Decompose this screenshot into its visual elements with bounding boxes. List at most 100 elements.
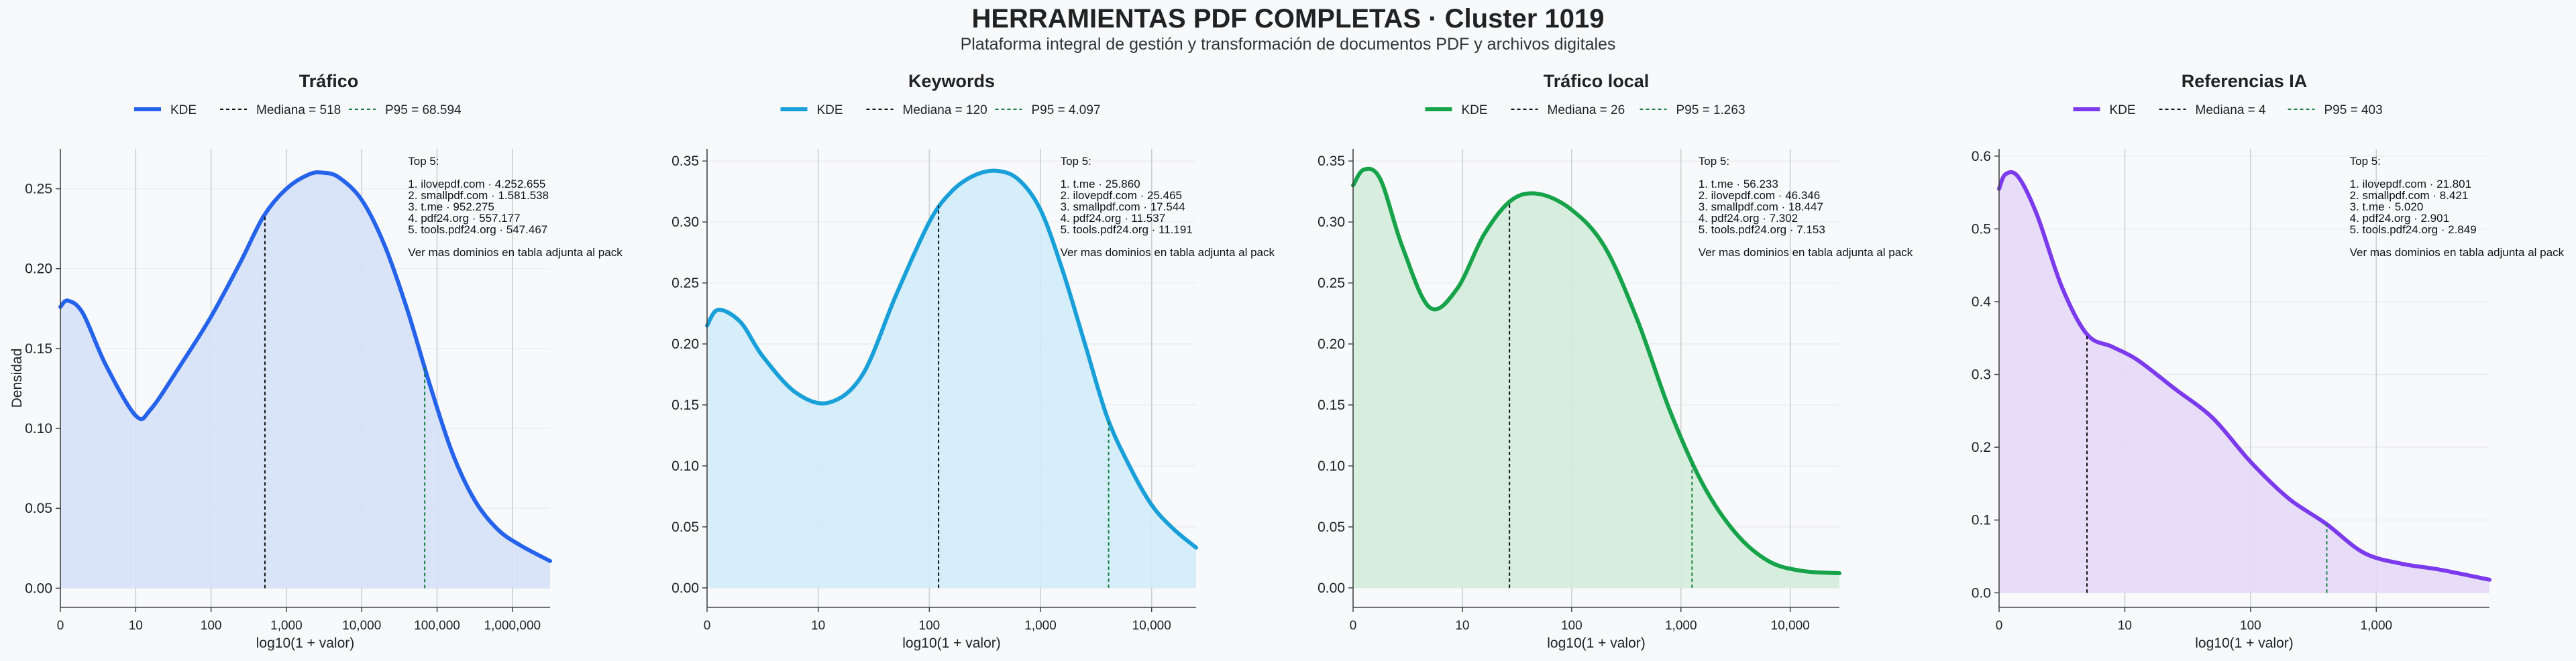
annotation-line: 2. smallpdf.com · 8.421 — [2350, 189, 2469, 202]
annotation-line: Ver mas dominios en tabla adjunta al pac… — [1699, 246, 1913, 259]
kde-area — [1353, 168, 1839, 588]
x-tick-label: 1,000,000 — [484, 619, 541, 633]
x-tick-label: 1,000 — [2361, 619, 2393, 633]
kde-line — [58, 170, 552, 563]
kde-line — [1351, 166, 1841, 576]
annotation-line: 1. t.me · 25.860 — [1061, 178, 1140, 190]
y-tick-label: 0.35 — [672, 154, 699, 169]
x-tick-label: 10 — [2118, 619, 2132, 633]
x-tick-label: 1,000 — [270, 619, 303, 633]
annotation-line: 4. pdf24.org · 557.177 — [408, 212, 520, 225]
y-tick-label: 0.0 — [1972, 585, 1991, 601]
kde-line — [705, 168, 1198, 550]
annotation-line: 5. tools.pdf24.org · 547.467 — [408, 223, 547, 236]
annotation-line: Ver mas dominios en tabla adjunta al pac… — [408, 246, 623, 259]
annotation-line: 1. ilovepdf.com · 21.801 — [2350, 178, 2471, 190]
y-tick-label: 0.4 — [1972, 294, 1992, 310]
chart-panel-trafico: Tráfico KDE Mediana = 518 P95 = 68.594 0.00 0… — [9, 71, 623, 651]
figure-subtitle: Plataforma integral de gestión y transfo… — [960, 35, 1616, 54]
x-tick-label: 0 — [1350, 619, 1357, 633]
y-tick-label: 0.20 — [25, 261, 52, 277]
x-tick-label: 0 — [704, 619, 711, 633]
annotation-line: 2. smallpdf.com · 1.581.538 — [408, 189, 549, 202]
annotation-line: 3. t.me · 5.020 — [2350, 200, 2424, 213]
y-tick-label: 0.00 — [1318, 581, 1345, 596]
x-axis-label: log10(1 + valor) — [256, 636, 355, 651]
y-tick-label: 0.25 — [672, 276, 699, 291]
y-tick-label: 0.1 — [1972, 513, 1991, 528]
legend-kde-label: KDE — [817, 103, 843, 117]
y-tick-label: 0.30 — [1318, 215, 1345, 230]
annotation-line: 5. tools.pdf24.org · 11.191 — [1061, 223, 1193, 236]
x-tick-label: 100 — [201, 619, 222, 633]
x-tick-label: 10,000 — [342, 619, 381, 633]
annotation-line: Ver mas dominios en tabla adjunta al pac… — [1061, 246, 1275, 259]
legend: KDE Mediana = 518 P95 = 68.594 — [134, 103, 462, 117]
x-tick-label: 100 — [2240, 619, 2261, 633]
x-tick-label: 10,000 — [1132, 619, 1171, 633]
y-axis-label: Densidad — [9, 349, 25, 408]
panel-title: Tráfico — [299, 71, 359, 91]
chart-panel-trafico-local: Tráfico local KDE Mediana = 26 P95 = 1.263 0… — [1318, 71, 1913, 651]
kde-area — [707, 170, 1196, 588]
y-tick-label: 0.5 — [1972, 221, 1991, 237]
annotation-line: 2. ilovepdf.com · 25.465 — [1061, 189, 1182, 202]
chart-panel-keywords: Keywords KDE Mediana = 120 P95 = 4.097 0.00 0… — [672, 71, 1275, 651]
legend-p95-label: P95 = 403 — [2324, 103, 2383, 117]
x-axis-label: log10(1 + valor) — [2195, 636, 2294, 651]
x-axis-label: log10(1 + valor) — [1547, 636, 1646, 651]
y-tick-label: 0.15 — [672, 398, 699, 413]
legend-median-label: Mediana = 120 — [903, 103, 987, 117]
y-tick-label: 0.15 — [25, 341, 52, 357]
y-tick-label: 0.05 — [25, 501, 52, 516]
annotation-line: 5. tools.pdf24.org · 2.849 — [2350, 223, 2477, 236]
x-tick-label: 100 — [1561, 619, 1582, 633]
annotation-line: 5. tools.pdf24.org · 7.153 — [1699, 223, 1825, 236]
kde-area — [1999, 172, 2489, 593]
legend: KDE Mediana = 26 P95 = 1.263 — [1425, 103, 1746, 117]
annotation-line: Top 5: — [2350, 155, 2381, 168]
annotation-line: 3. smallpdf.com · 18.447 — [1699, 200, 1823, 213]
y-tick-label: 0.15 — [1318, 398, 1345, 413]
annotation-line: Top 5: — [408, 155, 439, 168]
chart-panel-referencias-ia: Referencias IA KDE Mediana = 4 P95 = 403 0.0… — [1972, 71, 2565, 651]
annotation-line: 4. pdf24.org · 7.302 — [1699, 212, 1798, 225]
legend: KDE Mediana = 120 P95 = 4.097 — [780, 103, 1101, 117]
annotation-line: 4. pdf24.org · 11.537 — [1061, 212, 1166, 225]
legend-p95-label: P95 = 1.263 — [1676, 103, 1746, 117]
x-tick-label: 1,000 — [1665, 619, 1697, 633]
legend-p95-label: P95 = 68.594 — [385, 103, 462, 117]
annotation-line: 3. t.me · 952.275 — [408, 200, 494, 213]
y-tick-label: 0.00 — [25, 581, 52, 596]
y-tick-label: 0.25 — [1318, 276, 1345, 291]
annotation-line: 2. ilovepdf.com · 46.346 — [1699, 189, 1820, 202]
x-tick-label: 0 — [57, 619, 64, 633]
y-tick-label: 0.05 — [672, 520, 699, 535]
annotation-line: 1. ilovepdf.com · 4.252.655 — [408, 178, 545, 190]
y-tick-label: 0.2 — [1972, 440, 1991, 455]
x-tick-label: 100,000 — [414, 619, 460, 633]
annotation-line: 4. pdf24.org · 2.901 — [2350, 212, 2449, 225]
legend-median-label: Mediana = 4 — [2196, 103, 2267, 117]
x-tick-label: 10 — [129, 619, 143, 633]
kde-area — [60, 172, 550, 589]
y-tick-label: 0.35 — [1318, 154, 1345, 169]
panel-title: Referencias IA — [2182, 71, 2308, 91]
y-tick-label: 0.10 — [25, 421, 52, 436]
x-tick-label: 10 — [1455, 619, 1469, 633]
annotation-line: 1. t.me · 56.233 — [1699, 178, 1778, 190]
y-tick-label: 0.6 — [1972, 149, 1991, 164]
annotation-line: Top 5: — [1699, 155, 1729, 168]
x-tick-label: 100 — [919, 619, 941, 633]
y-tick-label: 0.25 — [25, 182, 52, 197]
y-tick-label: 0.30 — [672, 215, 699, 230]
legend-p95-label: P95 = 4.097 — [1032, 103, 1101, 117]
legend-kde-label: KDE — [170, 103, 197, 117]
x-tick-label: 10 — [811, 619, 825, 633]
panel-title: Keywords — [908, 71, 995, 91]
legend-kde-label: KDE — [2110, 103, 2136, 117]
x-tick-label: 10,000 — [1771, 619, 1810, 633]
annotation-line: Top 5: — [1061, 155, 1091, 168]
annotation-line: 3. smallpdf.com · 17.544 — [1061, 200, 1185, 213]
y-tick-label: 0.3 — [1972, 367, 1991, 383]
